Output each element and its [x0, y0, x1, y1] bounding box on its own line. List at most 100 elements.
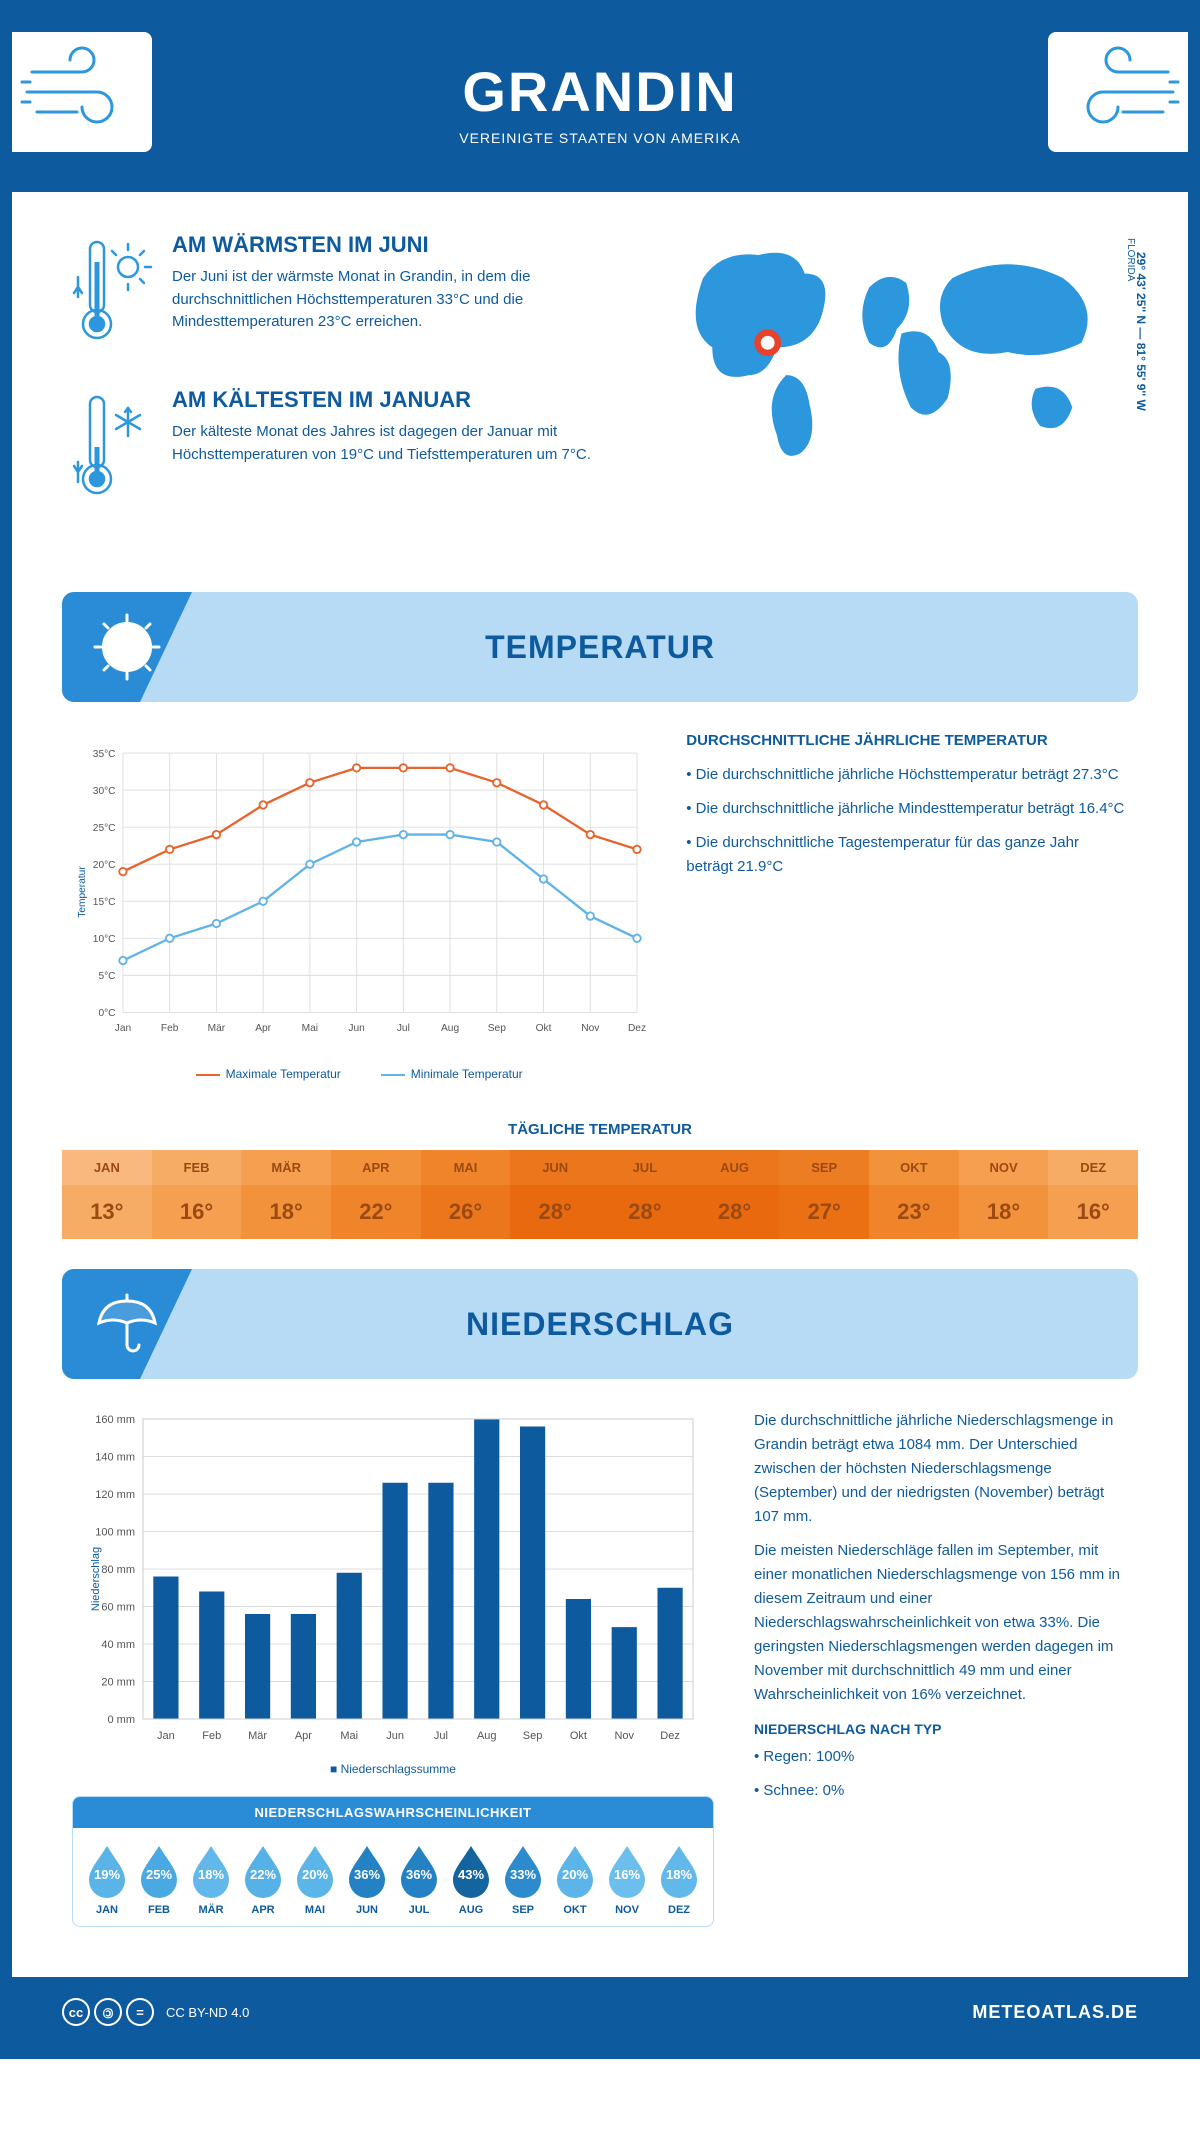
page-container: GRANDIN VEREINIGTE STAATEN VON AMERIKA A…	[0, 0, 1200, 2059]
wind-icon-right	[1048, 32, 1188, 152]
temp-cell: SEP27°	[779, 1150, 869, 1239]
svg-text:Feb: Feb	[202, 1730, 221, 1742]
intro-section: AM WÄRMSTEN IM JUNI Der Juni ist der wär…	[12, 192, 1188, 572]
svg-text:Sep: Sep	[523, 1730, 543, 1742]
cc-icon: cc	[62, 1998, 90, 2026]
svg-text:Temperatur: Temperatur	[77, 866, 88, 918]
svg-text:Feb: Feb	[161, 1023, 179, 1034]
svg-text:Niederschlag: Niederschlag	[90, 1547, 102, 1611]
svg-text:35°C: 35°C	[93, 749, 116, 760]
footer: cc 🄯 = CC BY-ND 4.0 METEOATLAS.DE	[12, 1977, 1188, 2047]
fact-warm-text: Der Juni ist der wärmste Monat in Grandi…	[172, 266, 626, 334]
svg-text:140 mm: 140 mm	[95, 1452, 135, 1464]
temp-cell: JUN28°	[510, 1150, 600, 1239]
svg-text:Okt: Okt	[536, 1023, 552, 1034]
precipitation-title: NIEDERSCHLAG	[466, 1306, 734, 1343]
prob-drop: 33%SEP	[499, 1842, 547, 1916]
svg-text:Aug: Aug	[477, 1730, 497, 1742]
prob-drop: 36%JUN	[343, 1842, 391, 1916]
svg-text:Jun: Jun	[386, 1730, 404, 1742]
temperature-banner: TEMPERATUR	[62, 592, 1138, 702]
intro-facts: AM WÄRMSTEN IM JUNI Der Juni ist der wär…	[72, 232, 626, 542]
svg-text:20 mm: 20 mm	[101, 1677, 135, 1689]
temp-cell: OKT23°	[869, 1150, 959, 1239]
world-map	[666, 232, 1128, 472]
temperature-chart-row: 0°C5°C10°C15°C20°C25°C30°C35°CJanFebMärA…	[12, 702, 1188, 1101]
svg-text:5°C: 5°C	[98, 971, 115, 982]
temperature-title: TEMPERATUR	[485, 629, 715, 666]
svg-text:Apr: Apr	[255, 1023, 271, 1034]
fact-cold-title: AM KÄLTESTEN IM JANUAR	[172, 387, 626, 413]
svg-text:Nov: Nov	[614, 1730, 634, 1742]
prob-drop: 36%JUL	[395, 1842, 443, 1916]
temp-desc-line: • Die durchschnittliche Tagestemperatur …	[686, 831, 1128, 879]
daily-temp-title: TÄGLICHE TEMPERATUR	[12, 1121, 1188, 1138]
svg-text:15°C: 15°C	[93, 897, 116, 908]
temp-desc-line: • Die durchschnittliche jährliche Mindes…	[686, 797, 1128, 821]
svg-text:Sep: Sep	[488, 1023, 506, 1034]
svg-text:Mär: Mär	[208, 1023, 226, 1034]
svg-text:Aug: Aug	[441, 1023, 459, 1034]
by-icon: 🄯	[94, 1998, 122, 2026]
coords-label: 29° 43' 25'' N — 81° 55' 9'' W	[1134, 252, 1148, 411]
prob-drop: 20%MAI	[291, 1842, 339, 1916]
svg-text:10°C: 10°C	[93, 934, 116, 945]
temp-cell: MÄR18°	[241, 1150, 331, 1239]
prob-drop: 43%AUG	[447, 1842, 495, 1916]
temperature-description: DURCHSCHNITTLICHE JÄHRLICHE TEMPERATUR •…	[686, 732, 1128, 1081]
temp-cell: AUG28°	[690, 1150, 780, 1239]
svg-text:20°C: 20°C	[93, 860, 116, 871]
footer-license: cc 🄯 = CC BY-ND 4.0	[62, 1998, 249, 2026]
temp-cell: FEB16°	[152, 1150, 242, 1239]
precip-type-line: • Schnee: 0%	[754, 1779, 1128, 1803]
fact-cold-text: Der kälteste Monat des Jahres ist dagege…	[172, 421, 626, 466]
precip-legend: Niederschlagssumme	[72, 1762, 714, 1776]
svg-text:Jul: Jul	[397, 1023, 410, 1034]
svg-text:Dez: Dez	[660, 1730, 680, 1742]
temperature-legend: Maximale Temperatur Minimale Temperatur	[72, 1067, 646, 1081]
svg-text:Mai: Mai	[340, 1730, 358, 1742]
prob-drop: 25%FEB	[135, 1842, 183, 1916]
svg-text:120 mm: 120 mm	[95, 1489, 135, 1501]
svg-text:0 mm: 0 mm	[108, 1714, 136, 1726]
temp-cell: APR22°	[331, 1150, 421, 1239]
sun-icon	[62, 592, 192, 702]
svg-text:Jun: Jun	[348, 1023, 364, 1034]
svg-text:Okt: Okt	[570, 1730, 587, 1742]
cc-icons: cc 🄯 =	[62, 1998, 154, 2026]
legend-max: Maximale Temperatur	[196, 1067, 341, 1081]
svg-text:0°C: 0°C	[98, 1008, 115, 1019]
prob-drop: 18%MÄR	[187, 1842, 235, 1916]
footer-site: METEOATLAS.DE	[972, 2002, 1138, 2023]
precip-type-title: NIEDERSCHLAG NACH TYP	[754, 1721, 1128, 1737]
precipitation-bar-chart: 0 mm20 mm40 mm60 mm80 mm100 mm120 mm140 …	[72, 1409, 714, 1927]
svg-text:160 mm: 160 mm	[95, 1414, 135, 1426]
page-subtitle: VEREINIGTE STAATEN VON AMERIKA	[459, 130, 741, 146]
location-marker	[758, 333, 778, 353]
precipitation-chart-row: 0 mm20 mm40 mm60 mm80 mm100 mm120 mm140 …	[12, 1379, 1188, 1947]
precip-type-line: • Regen: 100%	[754, 1745, 1128, 1769]
fact-coldest: AM KÄLTESTEN IM JANUAR Der kälteste Mona…	[72, 387, 626, 512]
svg-text:40 mm: 40 mm	[101, 1639, 135, 1651]
thermometer-snow-icon	[72, 387, 152, 512]
svg-text:100 mm: 100 mm	[95, 1527, 135, 1539]
prob-drop: 19%JAN	[83, 1842, 131, 1916]
precip-probability-box: NIEDERSCHLAGSWAHRSCHEINLICHKEIT 19%JAN25…	[72, 1796, 714, 1927]
daily-temp-strip: JAN13°FEB16°MÄR18°APR22°MAI26°JUN28°JUL2…	[62, 1150, 1138, 1239]
svg-text:Jan: Jan	[157, 1730, 175, 1742]
svg-text:60 mm: 60 mm	[101, 1602, 135, 1614]
prob-drop: 16%NOV	[603, 1842, 651, 1916]
nd-icon: =	[126, 1998, 154, 2026]
wind-icon-left	[12, 32, 152, 152]
svg-text:Mär: Mär	[248, 1730, 267, 1742]
svg-text:Jul: Jul	[434, 1730, 448, 1742]
svg-text:25°C: 25°C	[93, 823, 116, 834]
fact-warmest: AM WÄRMSTEN IM JUNI Der Juni ist der wär…	[72, 232, 626, 357]
prob-drop: 20%OKT	[551, 1842, 599, 1916]
temp-cell: DEZ16°	[1048, 1150, 1138, 1239]
svg-text:Nov: Nov	[581, 1023, 600, 1034]
prob-title: NIEDERSCHLAGSWAHRSCHEINLICHKEIT	[73, 1797, 713, 1828]
legend-min: Minimale Temperatur	[381, 1067, 523, 1081]
temp-cell: JUL28°	[600, 1150, 690, 1239]
temp-cell: NOV18°	[959, 1150, 1049, 1239]
